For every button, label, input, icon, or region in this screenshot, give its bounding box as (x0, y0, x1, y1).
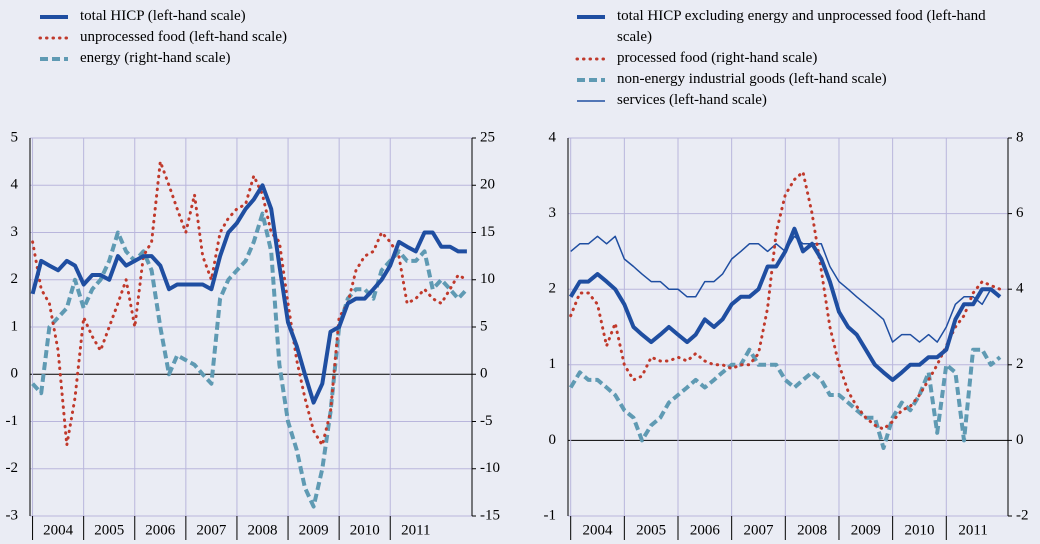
legend-item: non-energy industrial goods (left-hand s… (575, 69, 1005, 90)
y2-tick-label: -2 (1016, 507, 1029, 523)
y2-tick-label: 8 (1016, 129, 1024, 145)
y-tick-label: 4 (11, 177, 19, 193)
series-line (31, 211, 469, 509)
legend-label: services (left-hand scale) (617, 92, 767, 108)
y-tick-label: -3 (6, 507, 19, 523)
y-tick-label: 5 (11, 129, 19, 145)
x-tick-label: 2006 (145, 522, 176, 538)
series-line (568, 226, 1002, 382)
series-line (30, 183, 467, 405)
y2-tick-label: -15 (480, 507, 500, 523)
legend-item: energy (right-hand scale) (38, 48, 438, 69)
legend: total HICP excluding energy and unproces… (575, 6, 1005, 111)
legend-item: total HICP (left-hand scale) (38, 6, 438, 27)
legend: total HICP (left-hand scale) unprocessed … (38, 6, 438, 69)
legend-label: energy (right-hand scale) (80, 50, 231, 66)
y2-tick-label: 2 (1016, 356, 1024, 372)
x-tick-label: 2009 (851, 522, 881, 538)
y-tick-label: 1 (11, 318, 19, 334)
y-tick-label: 3 (549, 205, 557, 221)
y-tick-label: -2 (6, 460, 19, 476)
x-tick-label: 2011 (401, 522, 430, 538)
legend-item: services (left-hand scale) (575, 90, 1005, 111)
y-tick-label: 4 (549, 129, 557, 145)
legend-label: total HICP (left-hand scale) (80, 8, 246, 24)
y2-tick-label: 5 (480, 318, 488, 334)
x-tick-label: 2004 (43, 522, 74, 538)
series-line (569, 170, 1002, 431)
y2-tick-label: 10 (480, 271, 495, 287)
y-tick-label: -1 (544, 507, 557, 523)
legend-label: unprocessed food (left-hand scale) (80, 29, 287, 45)
x-tick-label: 2007 (196, 522, 227, 538)
x-tick-label: 2006 (690, 522, 721, 538)
x-tick-label: 2010 (350, 522, 380, 538)
legend-label: non-energy industrial goods (left-hand s… (617, 71, 887, 87)
x-tick-label: 2007 (743, 522, 774, 538)
y-tick-label: -1 (6, 413, 19, 429)
series-line (31, 160, 469, 447)
legend-item: processed food (right-hand scale) (575, 48, 1005, 69)
legend-swatch (577, 15, 605, 19)
y-tick-label: 0 (11, 366, 19, 382)
x-tick-label: 2008 (247, 522, 277, 538)
x-tick-label: 2011 (958, 522, 987, 538)
y2-tick-label: 0 (1016, 432, 1024, 448)
legend-swatch (577, 100, 605, 102)
y2-tick-label: 0 (480, 366, 488, 382)
legend-swatch (40, 57, 68, 61)
y2-tick-label: 15 (480, 224, 495, 240)
y2-tick-label: 4 (1016, 281, 1024, 297)
y-tick-label: 0 (549, 432, 557, 448)
legend-swatch (38, 36, 70, 40)
legend-label: processed food (right-hand scale) (617, 50, 818, 66)
y2-tick-label: 6 (1016, 205, 1024, 221)
x-tick-label: 2008 (797, 522, 827, 538)
y-tick-label: 1 (549, 356, 557, 372)
y2-tick-label: 20 (480, 177, 495, 193)
x-tick-label: 2010 (904, 522, 934, 538)
series-line (568, 347, 1002, 450)
y-tick-label: 2 (11, 271, 19, 287)
y2-tick-label: 25 (480, 129, 495, 145)
x-tick-label: 2009 (299, 522, 329, 538)
y2-tick-label: -10 (480, 460, 500, 476)
x-tick-label: 2005 (94, 522, 124, 538)
x-tick-label: 2004 (583, 522, 614, 538)
y2-tick-label: -5 (480, 413, 493, 429)
x-tick-label: 2005 (636, 522, 666, 538)
legend-item: total HICP excluding energy and unproces… (575, 6, 1005, 48)
y-tick-label: 2 (549, 281, 557, 297)
legend-label: total HICP excluding energy and unproces… (617, 8, 986, 45)
legend-swatch (577, 78, 605, 82)
legend-swatch (40, 15, 68, 19)
legend-item: unprocessed food (left-hand scale) (38, 27, 438, 48)
legend-swatch (575, 57, 607, 61)
y-tick-label: 3 (11, 224, 19, 240)
